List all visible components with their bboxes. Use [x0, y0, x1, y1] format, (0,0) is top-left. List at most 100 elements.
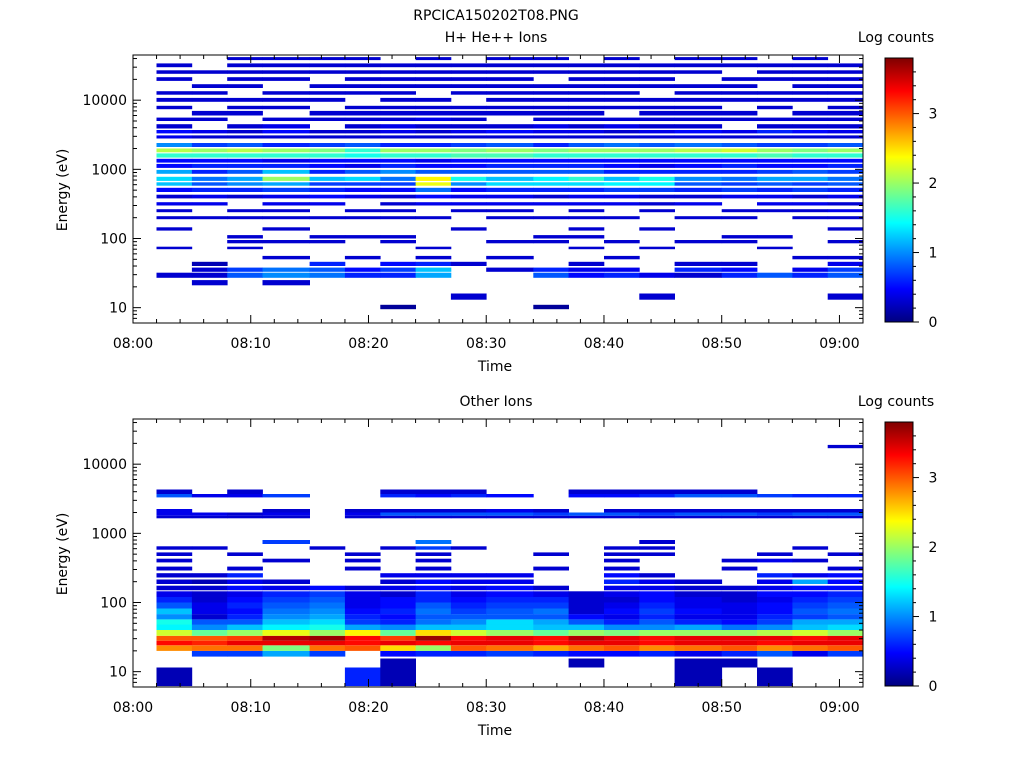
colorbar-tick-label: 1: [929, 246, 938, 262]
x-tick-label: 08:50: [702, 336, 742, 352]
heatmap-cell: [827, 216, 864, 220]
heatmap-cell: [227, 194, 263, 199]
heatmap-cell: [568, 640, 605, 646]
heatmap-cell: [262, 267, 310, 272]
heatmap-cell: [792, 97, 829, 102]
heatmap-cell: [568, 608, 605, 615]
heatmap-cell: [262, 182, 310, 186]
heatmap-cell: [674, 187, 723, 192]
heatmap-cell: [792, 148, 829, 153]
heatmap-cell: [757, 624, 793, 630]
heatmap-cell: [533, 153, 569, 158]
heatmap-cell: [486, 169, 534, 174]
heatmap-cell: [380, 619, 416, 625]
heatmap-cell: [533, 602, 569, 609]
heatmap-cell: [721, 84, 758, 88]
heatmap-cell: [533, 566, 569, 571]
heatmap-cell: [827, 105, 864, 110]
heatmap-cell: [674, 148, 723, 153]
heatmap-cell: [639, 110, 675, 116]
heatmap-cell: [757, 153, 793, 158]
heatmap-cell: [639, 272, 675, 278]
heatmap-cell: [792, 255, 829, 260]
heatmap-cell: [639, 153, 675, 158]
heatmap-cell: [415, 645, 452, 651]
heatmap-cell: [262, 509, 310, 513]
colorbar-tick-label: 3: [929, 471, 938, 487]
heatmap-cell: [639, 158, 675, 163]
heatmap-cell: [486, 630, 534, 636]
heatmap-cell: [568, 246, 605, 250]
heatmap-cell: [721, 110, 758, 116]
heatmap-cell: [227, 77, 263, 81]
y-tick-label: 10000: [82, 457, 127, 473]
heatmap-cell: [380, 650, 416, 657]
heatmap-cell: [486, 182, 534, 186]
heatmap-cell: [604, 194, 640, 199]
heatmap-cell: [721, 635, 758, 641]
heatmap-cell: [639, 512, 675, 516]
heatmap-cell: [227, 153, 263, 158]
heatmap-cell: [262, 255, 310, 260]
heatmap-cell: [227, 494, 263, 498]
heatmap-cell: [639, 293, 675, 300]
heatmap-cell: [827, 630, 864, 636]
heatmap-cell: [568, 235, 605, 239]
heatmap-cell: [674, 494, 723, 498]
heatmap-cell: [156, 619, 193, 625]
heatmap-cell: [486, 187, 534, 192]
heatmap-cell: [827, 163, 864, 168]
heatmap-cell: [721, 509, 758, 513]
heatmap-cell: [533, 187, 569, 192]
heatmap-cell: [156, 579, 193, 584]
heatmap-cell: [757, 235, 793, 239]
heatmap-cell: [344, 84, 381, 88]
heatmap-cell: [380, 489, 416, 494]
heatmap-cell: [415, 84, 452, 88]
heatmap-cell: [156, 489, 193, 494]
y-tick-label: 1000: [91, 162, 127, 178]
heatmap-cell: [792, 91, 829, 95]
colorbar: [884, 421, 914, 687]
heatmap-cell: [721, 489, 758, 494]
heatmap-cell: [227, 602, 263, 609]
heatmap-cell: [721, 143, 758, 147]
heatmap-cell: [639, 169, 675, 174]
heatmap-cell: [486, 619, 534, 625]
heatmap-cell: [486, 635, 534, 641]
heatmap-cell: [344, 216, 381, 220]
heatmap-cell: [639, 494, 675, 498]
heatmap-cell: [568, 658, 605, 668]
heatmap-cell: [450, 608, 487, 615]
heatmap-cell: [156, 494, 193, 498]
heatmap-cell: [533, 182, 569, 186]
heatmap-cell: [450, 227, 487, 231]
heatmap-cell: [792, 158, 829, 163]
heatmap-cell: [568, 267, 605, 272]
heatmap-cell: [604, 63, 640, 68]
heatmap-cell: [415, 130, 452, 134]
heatmap-cell: [415, 591, 452, 597]
heatmap-cell: [380, 261, 416, 266]
heatmap-cell: [486, 135, 534, 139]
heatmap-cell: [639, 143, 675, 147]
heatmap-cell: [792, 645, 829, 651]
heatmap-cell: [639, 645, 675, 651]
heatmap-cell: [450, 158, 487, 163]
colorbar-label: Log counts: [858, 30, 934, 46]
heatmap-cell: [380, 546, 416, 550]
heatmap-cell: [757, 124, 793, 129]
heatmap-cell: [415, 614, 452, 620]
heatmap-cell: [674, 624, 723, 630]
heatmap-cell: [792, 619, 829, 625]
heatmap-cell: [827, 240, 864, 244]
x-tick-label: 08:00: [113, 700, 153, 716]
heatmap-cell: [604, 579, 640, 584]
heatmap-cell: [827, 444, 864, 449]
heatmap-cell: [533, 110, 569, 116]
x-tick-label: 09:00: [819, 336, 859, 352]
heatmap-cell: [639, 579, 675, 584]
heatmap-cell: [604, 509, 640, 513]
heatmap-cell: [721, 117, 758, 121]
heatmap-cell: [721, 630, 758, 636]
